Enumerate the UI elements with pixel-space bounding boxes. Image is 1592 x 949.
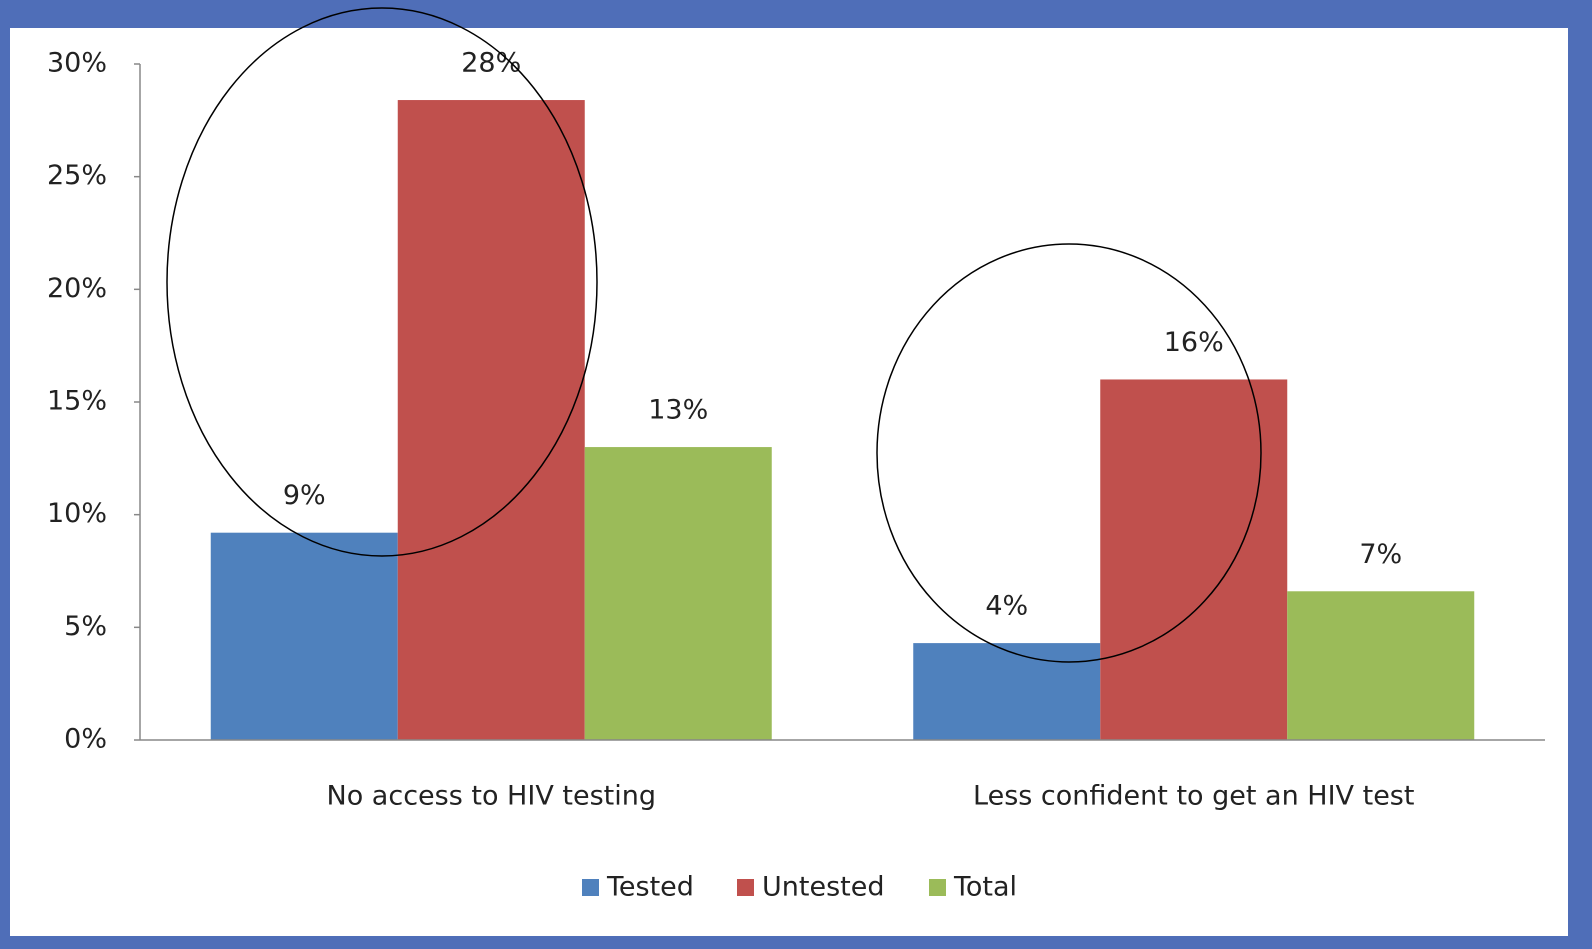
legend-swatch <box>737 879 754 896</box>
bar <box>210 532 398 740</box>
y-tick-label: 25% <box>47 160 107 191</box>
y-tick-label: 30% <box>47 48 107 79</box>
bar <box>584 447 772 740</box>
y-tick-label: 10% <box>47 498 107 529</box>
x-tick-label: Less confident to get an HIV test <box>973 781 1414 812</box>
y-tick-label: 20% <box>47 273 107 304</box>
data-label: 13% <box>648 395 708 426</box>
bar <box>913 643 1101 740</box>
data-label: 7% <box>1359 539 1402 570</box>
legend-label: Total <box>953 872 1017 903</box>
legend-swatch <box>929 879 946 896</box>
bar <box>1287 591 1475 740</box>
chart-area <box>10 28 1568 936</box>
y-tick-label: 5% <box>64 611 107 642</box>
legend-label: Untested <box>762 872 884 903</box>
legend-swatch <box>582 879 599 896</box>
highlight-ellipse <box>166 7 598 557</box>
y-tick-label: 0% <box>64 724 107 755</box>
bar <box>397 100 585 740</box>
bar <box>1100 379 1288 740</box>
plot: 0% 5% 10% 15% 20% 25% 30% No access to HIV test… <box>47 48 1545 903</box>
legend-label: Tested <box>606 872 694 903</box>
x-tick-label: No access to HIV testing <box>327 781 656 812</box>
data-label: 4% <box>985 591 1028 622</box>
data-label: 9% <box>283 480 326 511</box>
data-label: 16% <box>1164 327 1224 358</box>
highlight-ellipse <box>876 243 1262 663</box>
y-tick-label: 15% <box>47 386 107 417</box>
